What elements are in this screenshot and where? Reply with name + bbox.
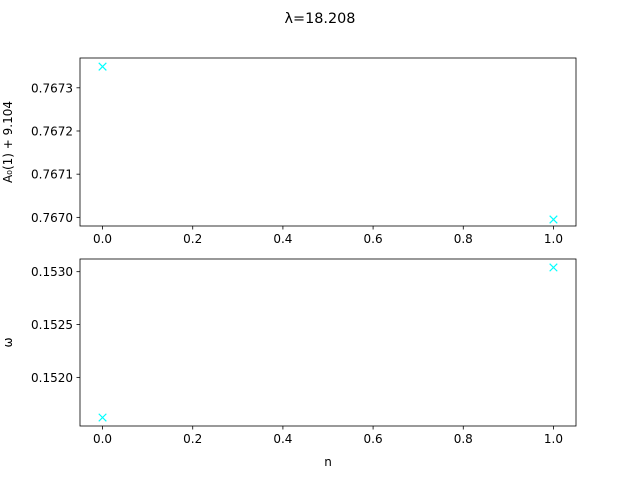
top-x-tick-label: 0.0	[93, 232, 112, 246]
chart-title: λ=18.208	[285, 11, 356, 27]
bottom-data-point	[98, 413, 107, 422]
top-y-tick-label: 0.7670	[31, 211, 73, 225]
bottom-y-tick-label: 0.1520	[31, 371, 73, 385]
top-axes-frame	[79, 57, 577, 227]
top-x-tick-label: 0.2	[183, 232, 202, 246]
top-y-axis-label: A₀(1) + 9.104	[1, 101, 15, 183]
top-x-tick-label: 0.4	[273, 232, 292, 246]
bottom-x-tick-label: 0.8	[454, 432, 473, 446]
bottom-x-tick-label: 1.0	[544, 432, 563, 446]
top-data-point	[549, 215, 558, 224]
top-x-tick-label: 0.8	[454, 232, 473, 246]
bottom-data-point	[549, 263, 558, 272]
bottom-x-tick-label: 0.0	[93, 432, 112, 446]
bottom-axes-frame	[79, 258, 577, 427]
top-y-tick-label: 0.7671	[31, 168, 73, 182]
bottom-x-tick-label: 0.4	[273, 432, 292, 446]
bottom-x-axis-label: n	[324, 455, 332, 469]
bottom-y-tick-label: 0.1530	[31, 265, 73, 279]
top-data-point	[98, 62, 107, 71]
top-y-tick-label: 0.7672	[31, 124, 73, 138]
top-x-tick-label: 0.6	[364, 232, 383, 246]
top-y-tick-label: 0.7673	[31, 81, 73, 95]
bottom-y-tick-label: 0.1525	[31, 318, 73, 332]
bottom-x-tick-label: 0.2	[183, 432, 202, 446]
bottom-x-tick-label: 0.6	[364, 432, 383, 446]
bottom-y-axis-label: ω	[1, 337, 15, 347]
top-x-tick-label: 1.0	[544, 232, 563, 246]
